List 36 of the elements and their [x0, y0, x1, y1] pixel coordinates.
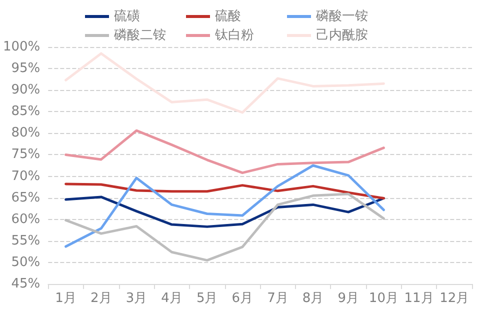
- line-series: [64, 192, 385, 262]
- line-series: [64, 129, 385, 174]
- x-tick-label: 7月: [267, 291, 288, 306]
- x-tick-label: 1月: [55, 291, 76, 306]
- legend-label: 钛白粉: [214, 28, 254, 43]
- x-tick-label: 9月: [338, 291, 360, 306]
- x-tick-label: 11月: [404, 291, 434, 306]
- y-tick-label: 55%: [11, 233, 40, 248]
- x-tick-label: 3月: [126, 291, 148, 306]
- x-tick-label: 5月: [196, 291, 218, 306]
- x-tick-label: 10月: [368, 291, 398, 306]
- y-tick-label: 100%: [2, 40, 40, 54]
- line-series: [64, 182, 385, 200]
- y-tick-label: 65%: [11, 190, 40, 206]
- y-tick-label: 45%: [11, 276, 40, 292]
- x-tick-label: 8月: [302, 291, 324, 306]
- y-tick-label: 80%: [11, 126, 40, 141]
- line-series: [64, 52, 385, 114]
- y-tick-label: 60%: [11, 212, 40, 227]
- y-tick-label: 85%: [11, 104, 40, 120]
- x-tick-label: 12月: [440, 291, 470, 306]
- line-series: [64, 196, 385, 228]
- line-series: [64, 164, 385, 248]
- y-tick-label: 75%: [11, 147, 40, 162]
- y-tick-label: 50%: [11, 254, 40, 270]
- x-tick-label: 2月: [90, 291, 112, 306]
- legend-label: 硫磺: [114, 9, 140, 24]
- x-tick-label: 6月: [232, 291, 254, 306]
- x-tick-label: 4月: [161, 291, 182, 306]
- legend-label: 己内酰胺: [316, 28, 368, 43]
- legend-label: 磷酸二铵: [113, 28, 166, 43]
- legend-label: 磷酸一铵: [315, 9, 368, 24]
- y-tick-label: 70%: [11, 168, 40, 184]
- legend-label: 硫酸: [215, 9, 241, 24]
- y-tick-label: 95%: [11, 61, 40, 76]
- y-tick-label: 90%: [11, 82, 40, 98]
